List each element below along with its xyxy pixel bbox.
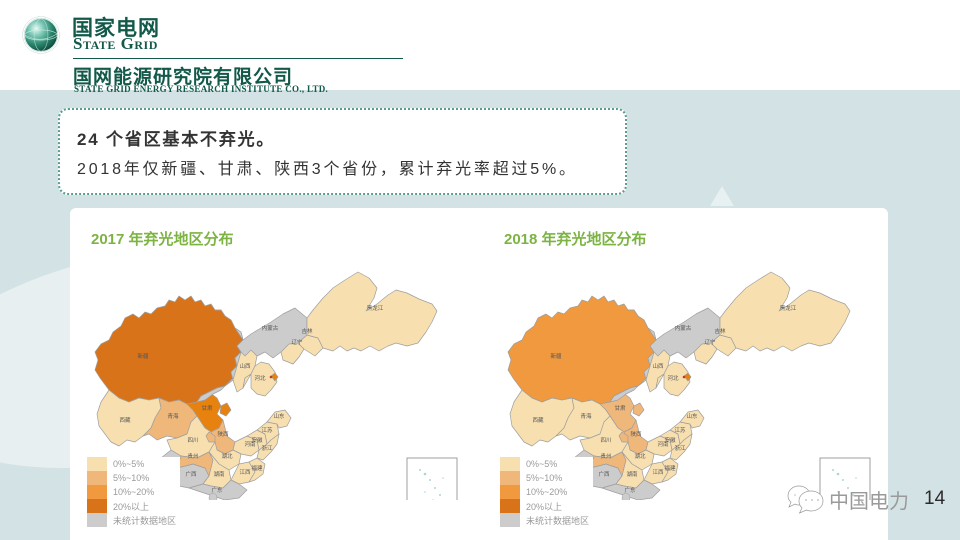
svg-text:贵州: 贵州 xyxy=(600,452,611,460)
svg-text:四川: 四川 xyxy=(187,437,198,444)
svg-text:吉林: 吉林 xyxy=(301,327,313,335)
svg-text:西藏: 西藏 xyxy=(532,416,544,424)
svg-text:江西: 江西 xyxy=(652,469,664,476)
svg-text:湖北: 湖北 xyxy=(221,452,233,460)
svg-text:福建: 福建 xyxy=(664,464,676,472)
svg-text:黑龙江: 黑龙江 xyxy=(780,304,797,312)
svg-text:广西: 广西 xyxy=(185,470,197,478)
svg-text:内蒙古: 内蒙古 xyxy=(675,324,692,332)
svg-text:山东: 山东 xyxy=(686,412,698,420)
svg-text:青海: 青海 xyxy=(580,412,592,420)
svg-text:浙江: 浙江 xyxy=(261,444,273,452)
svg-text:吉林: 吉林 xyxy=(714,327,726,335)
svg-text:河北: 河北 xyxy=(254,374,266,382)
svg-text:山西: 山西 xyxy=(239,362,251,370)
svg-text:新疆: 新疆 xyxy=(550,352,562,360)
svg-text:江西: 江西 xyxy=(239,469,251,476)
svg-text:青海: 青海 xyxy=(167,412,179,420)
svg-text:湖北: 湖北 xyxy=(634,452,646,460)
svg-text:四川: 四川 xyxy=(600,437,611,444)
svg-text:贵州: 贵州 xyxy=(187,452,198,460)
svg-text:浙江: 浙江 xyxy=(674,444,686,452)
svg-text:江苏: 江苏 xyxy=(674,426,686,434)
svg-text:山西: 山西 xyxy=(652,362,664,370)
svg-text:广西: 广西 xyxy=(598,470,610,478)
svg-text:西藏: 西藏 xyxy=(119,416,131,424)
svg-text:陕西: 陕西 xyxy=(217,430,229,438)
svg-text:陕西: 陕西 xyxy=(630,430,642,438)
svg-text:江苏: 江苏 xyxy=(261,426,273,434)
svg-text:甘肃: 甘肃 xyxy=(614,404,626,412)
svg-text:河北: 河北 xyxy=(667,374,679,382)
svg-text:山东: 山东 xyxy=(273,412,285,420)
svg-text:福建: 福建 xyxy=(251,464,263,472)
svg-text:辽宁: 辽宁 xyxy=(704,338,716,346)
svg-text:内蒙古: 内蒙古 xyxy=(262,324,279,332)
svg-text:湖南: 湖南 xyxy=(213,470,225,478)
svg-text:辽宁: 辽宁 xyxy=(291,338,303,346)
svg-text:安徽: 安徽 xyxy=(251,436,263,444)
svg-text:新疆: 新疆 xyxy=(137,352,149,360)
svg-text:湖南: 湖南 xyxy=(626,470,638,478)
svg-text:黑龙江: 黑龙江 xyxy=(367,304,384,312)
svg-text:安徽: 安徽 xyxy=(664,436,676,444)
svg-text:中国电力: 中国电力 xyxy=(829,490,909,513)
svg-text:甘肃: 甘肃 xyxy=(201,404,213,412)
